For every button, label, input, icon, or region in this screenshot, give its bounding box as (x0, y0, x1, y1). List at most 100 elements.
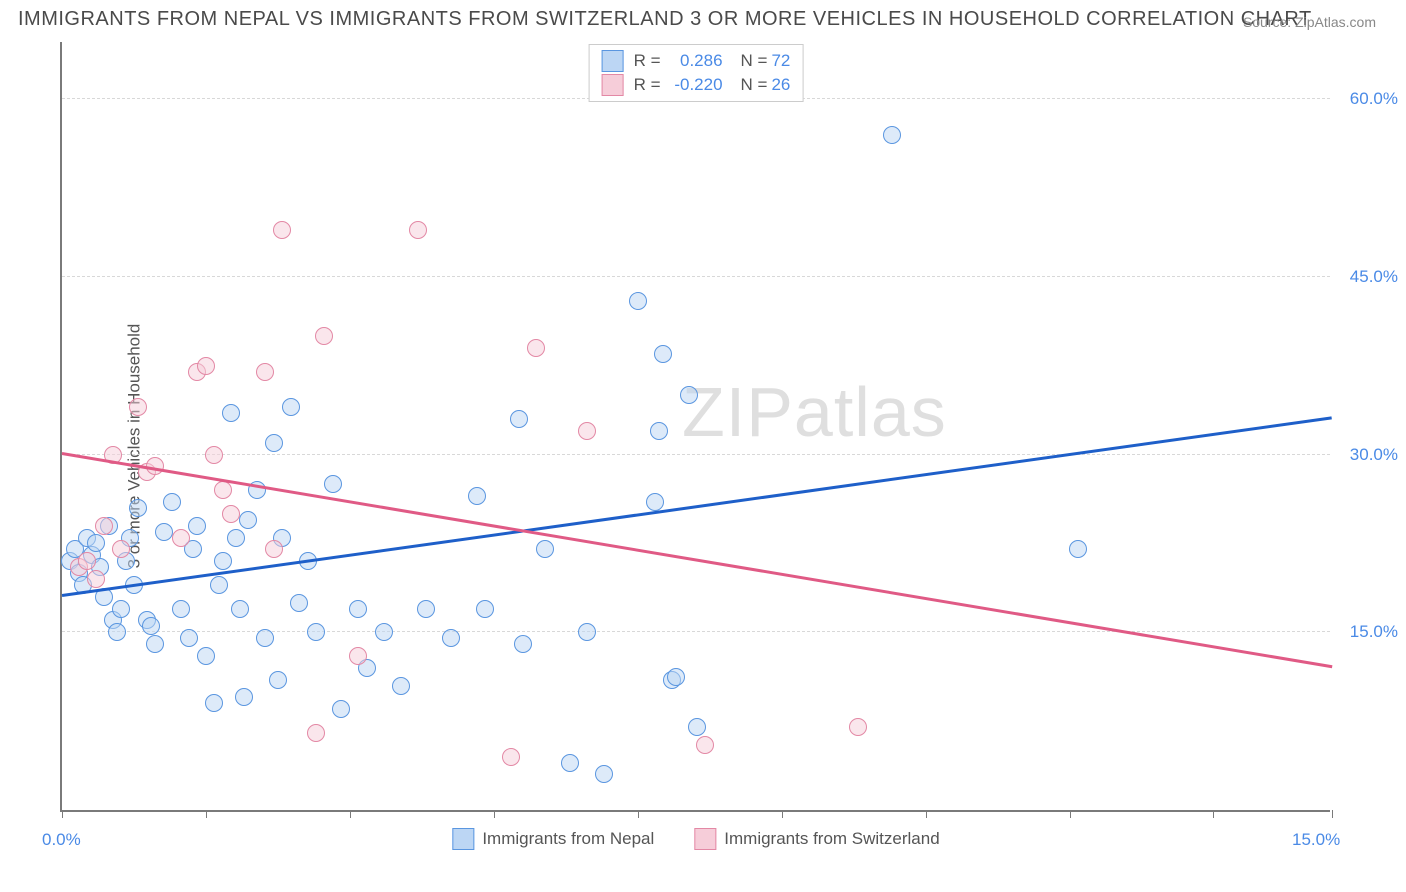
r-value: 0.286 (665, 51, 723, 71)
data-point (629, 292, 647, 310)
data-point (510, 410, 528, 428)
legend-item: Immigrants from Nepal (452, 828, 654, 850)
data-point (315, 327, 333, 345)
data-point (290, 594, 308, 612)
n-label: N = (741, 51, 768, 71)
data-point (256, 629, 274, 647)
data-point (442, 629, 460, 647)
data-point (197, 647, 215, 665)
n-value: 72 (771, 51, 790, 71)
data-point (650, 422, 668, 440)
data-point (849, 718, 867, 736)
legend-swatch (602, 50, 624, 72)
plot-area: ZIPatlas 15.0%30.0%45.0%60.0%0.0%15.0%R … (60, 42, 1330, 812)
data-point (578, 422, 596, 440)
data-point (349, 600, 367, 618)
legend-row: R = 0.286 N = 72 (602, 49, 791, 73)
series-legend: Immigrants from Nepal Immigrants from Swi… (452, 828, 939, 850)
data-point (155, 523, 173, 541)
data-point (527, 339, 545, 357)
data-point (324, 475, 342, 493)
source-attribution: Source: ZipAtlas.com (1243, 14, 1376, 30)
data-point (256, 363, 274, 381)
legend-row: R = -0.220 N = 26 (602, 73, 791, 97)
data-point (536, 540, 554, 558)
data-point (142, 617, 160, 635)
data-point (409, 221, 427, 239)
data-point (375, 623, 393, 641)
data-point (205, 446, 223, 464)
data-point (502, 748, 520, 766)
data-point (163, 493, 181, 511)
x-tick (206, 810, 207, 818)
data-point (222, 505, 240, 523)
x-tick (926, 810, 927, 818)
y-tick-label: 15.0% (1350, 622, 1398, 642)
x-tick (494, 810, 495, 818)
x-tick (1070, 810, 1071, 818)
data-point (172, 529, 190, 547)
data-point (112, 600, 130, 618)
legend-label: Immigrants from Switzerland (724, 829, 939, 849)
gridline (62, 276, 1330, 277)
data-point (654, 345, 672, 363)
legend-swatch (602, 74, 624, 96)
data-point (129, 398, 147, 416)
x-tick (350, 810, 351, 818)
data-point (514, 635, 532, 653)
data-point (883, 126, 901, 144)
data-point (188, 517, 206, 535)
data-point (231, 600, 249, 618)
x-tick (782, 810, 783, 818)
y-tick-label: 45.0% (1350, 267, 1398, 287)
data-point (595, 765, 613, 783)
data-point (578, 623, 596, 641)
data-point (210, 576, 228, 594)
data-point (273, 221, 291, 239)
data-point (205, 694, 223, 712)
data-point (87, 534, 105, 552)
x-tick (1213, 810, 1214, 818)
data-point (667, 668, 685, 686)
data-point (417, 600, 435, 618)
data-point (282, 398, 300, 416)
data-point (180, 629, 198, 647)
data-point (307, 623, 325, 641)
data-point (269, 671, 287, 689)
data-point (307, 724, 325, 742)
data-point (108, 623, 126, 641)
y-tick-label: 60.0% (1350, 89, 1398, 109)
legend-item: Immigrants from Switzerland (694, 828, 939, 850)
r-label: R = (634, 75, 661, 95)
data-point (1069, 540, 1087, 558)
data-point (78, 552, 96, 570)
data-point (688, 718, 706, 736)
x-tick-label: 0.0% (42, 830, 81, 850)
gridline (62, 454, 1330, 455)
x-tick-label: 15.0% (1292, 830, 1340, 850)
data-point (561, 754, 579, 772)
legend-swatch (452, 828, 474, 850)
y-tick-label: 30.0% (1350, 445, 1398, 465)
data-point (349, 647, 367, 665)
x-tick (1332, 810, 1333, 818)
data-point (222, 404, 240, 422)
data-point (332, 700, 350, 718)
data-point (172, 600, 190, 618)
data-point (112, 540, 130, 558)
correlation-legend: R = 0.286 N = 72R = -0.220 N = 26 (589, 44, 804, 102)
data-point (680, 386, 698, 404)
data-point (146, 635, 164, 653)
data-point (392, 677, 410, 695)
data-point (214, 552, 232, 570)
data-point (129, 499, 147, 517)
data-point (214, 481, 232, 499)
r-value: -0.220 (665, 75, 723, 95)
x-tick (638, 810, 639, 818)
n-label: N = (741, 75, 768, 95)
data-point (468, 487, 486, 505)
trend-line (62, 452, 1332, 668)
data-point (235, 688, 253, 706)
data-point (227, 529, 245, 547)
data-point (197, 357, 215, 375)
